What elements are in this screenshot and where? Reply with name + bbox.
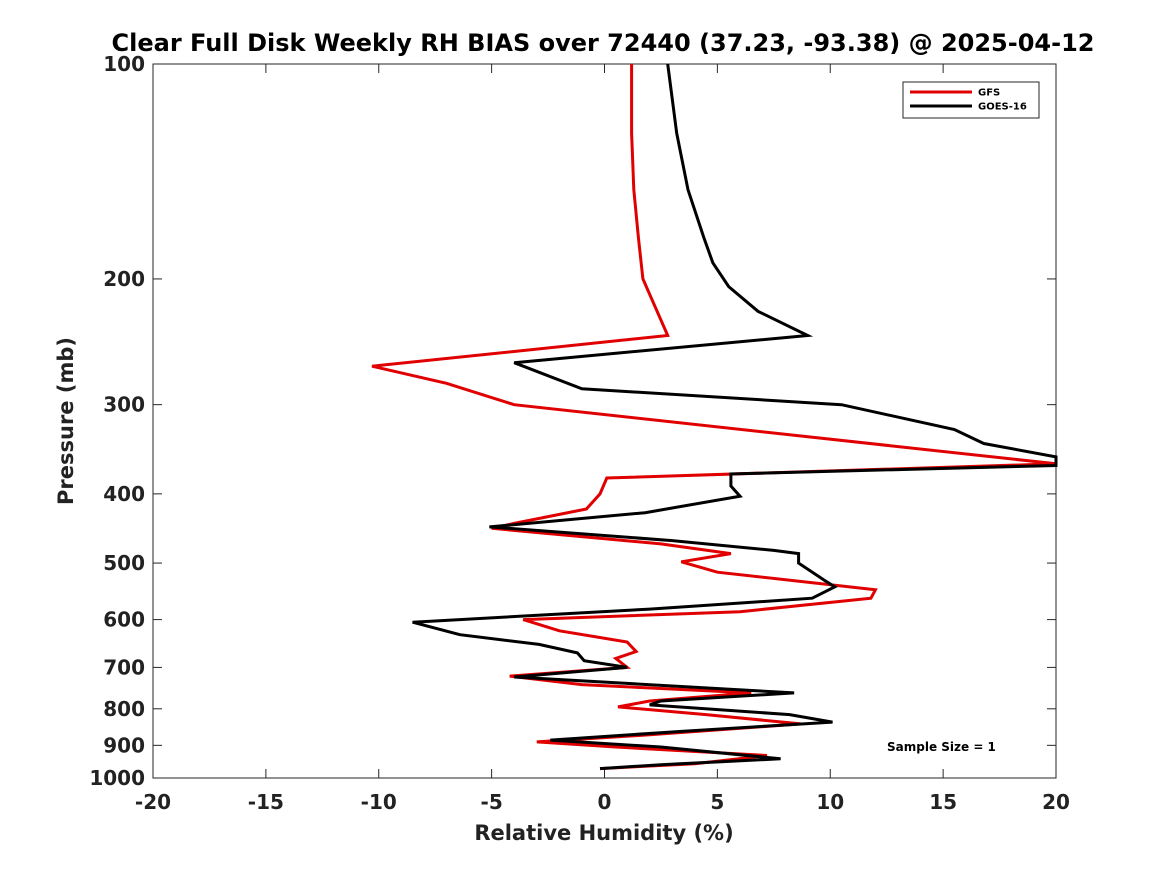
series-layer bbox=[371, 63, 1058, 771]
chart-title: Clear Full Disk Weekly RH BIAS over 7244… bbox=[112, 29, 1095, 57]
x-tick-label: 5 bbox=[710, 790, 724, 814]
y-tick-label: 500 bbox=[103, 551, 145, 575]
x-axis: -20 -15 -10 -5 0 5 10 15 20 bbox=[135, 64, 1070, 814]
axes-box bbox=[152, 63, 1057, 779]
x-axis-label: Relative Humidity (%) bbox=[474, 821, 733, 845]
y-tick-label: 800 bbox=[103, 697, 145, 721]
legend-box bbox=[902, 81, 1040, 119]
y-axis: 100 200 300 400 500 600 700 800 900 1000 bbox=[89, 52, 1056, 790]
series-line-gfs bbox=[371, 64, 1057, 771]
sample-size-annotation: Sample Size = 1 bbox=[887, 740, 996, 754]
x-tick-label: -15 bbox=[248, 790, 284, 814]
series-line-goes-16 bbox=[412, 63, 1058, 771]
x-tick-label: -20 bbox=[135, 790, 171, 814]
legend-label: GOES-16 bbox=[978, 102, 1027, 113]
x-tick-label: 20 bbox=[1042, 790, 1070, 814]
y-tick-label: 1000 bbox=[89, 766, 145, 790]
legend: GFS GOES-16 bbox=[902, 81, 1040, 119]
x-tick-label: 10 bbox=[816, 790, 844, 814]
y-tick-label: 700 bbox=[103, 655, 145, 679]
y-tick-label: 600 bbox=[103, 608, 145, 632]
x-tick-label: -10 bbox=[361, 790, 397, 814]
y-tick-label: 300 bbox=[103, 393, 145, 417]
y-axis-label: Pressure (mb) bbox=[54, 337, 78, 505]
x-tick-label: -5 bbox=[481, 790, 503, 814]
y-tick-label: 400 bbox=[103, 482, 145, 506]
y-tick-label: 900 bbox=[103, 733, 145, 757]
x-tick-label: 0 bbox=[598, 790, 612, 814]
y-tick-label: 100 bbox=[103, 52, 145, 76]
x-tick-label: 15 bbox=[929, 790, 957, 814]
y-tick-label: 200 bbox=[103, 267, 145, 291]
plot-area: -20 -15 -10 -5 0 5 10 15 20 100 200 300 400 500 600 70… bbox=[89, 52, 1070, 814]
legend-label: GFS bbox=[978, 88, 1000, 99]
